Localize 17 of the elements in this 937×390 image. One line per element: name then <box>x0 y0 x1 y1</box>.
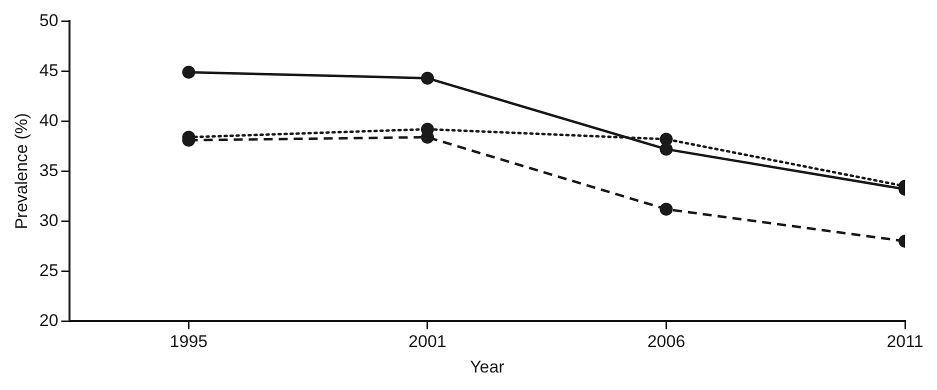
point <box>182 66 196 79</box>
x-tick-label: 2011 <box>886 332 924 352</box>
point <box>660 202 673 216</box>
point <box>660 142 673 156</box>
y-tick-label: 45 <box>39 60 58 80</box>
y-tick-label: 50 <box>39 10 58 30</box>
x-tick-label: 2006 <box>647 332 686 352</box>
y-tick-label: 30 <box>39 210 58 230</box>
y-tick-label: 35 <box>39 160 58 180</box>
y-tick-label: 40 <box>39 110 58 130</box>
y-axis-title: Prevalence (%) <box>12 113 31 230</box>
x-axis-title: Year <box>470 357 505 376</box>
x-tick-label: 1995 <box>170 332 208 352</box>
point <box>420 72 434 85</box>
y-tick-label: 20 <box>39 310 58 330</box>
x-tick-label: 2001 <box>408 332 446 352</box>
y-tick-label: 25 <box>39 260 58 280</box>
